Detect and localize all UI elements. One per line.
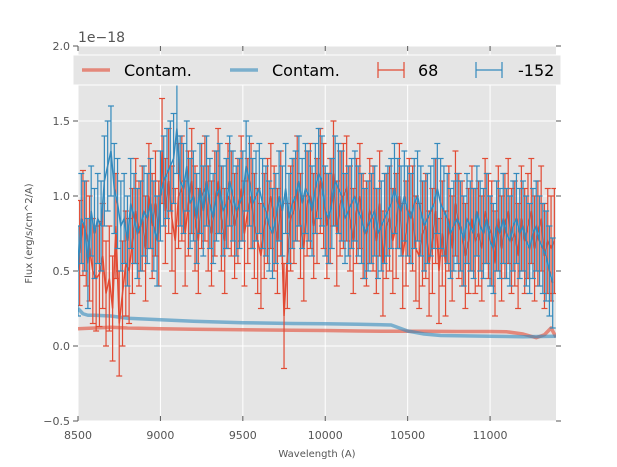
legend-label: Contam. bbox=[272, 61, 340, 80]
y-tick-label: −0.5 bbox=[43, 415, 70, 428]
legend-item: Contam. bbox=[82, 61, 192, 80]
x-axis-label: Wavelength (A) bbox=[278, 449, 355, 460]
y-tick-label: 2.0 bbox=[53, 40, 71, 53]
y-tick-label: 1.0 bbox=[53, 190, 71, 203]
legend-item: Contam. bbox=[230, 61, 340, 80]
legend: Contam. Contam. 68 -152 bbox=[72, 54, 562, 86]
legend-item: 68 bbox=[377, 61, 438, 80]
x-tick-label: 10500 bbox=[390, 429, 425, 442]
x-tick-label: 8500 bbox=[64, 429, 92, 442]
y-tick-label: 1.5 bbox=[53, 115, 71, 128]
x-tick-label: 9500 bbox=[229, 429, 257, 442]
marks bbox=[78, 82, 556, 377]
errorbar-series--152 bbox=[78, 82, 556, 329]
y-tick-label: 0.0 bbox=[53, 340, 71, 353]
legend-label: -152 bbox=[518, 61, 554, 80]
y-axis-label: Flux (erg/s/cm^2/A) bbox=[24, 183, 35, 283]
data-line bbox=[78, 150, 556, 324]
contam-line-1 bbox=[78, 307, 556, 339]
legend-item: -152 bbox=[475, 61, 554, 80]
y-tick-label: 0.5 bbox=[53, 265, 71, 278]
x-tick-label: 11000 bbox=[473, 429, 508, 442]
data-line bbox=[78, 128, 554, 284]
legend-label: Contam. bbox=[124, 61, 192, 80]
legend-label: 68 bbox=[418, 61, 438, 80]
y-offset-label: 1e−18 bbox=[78, 30, 125, 46]
x-tick-label: 9000 bbox=[146, 429, 174, 442]
x-tick-label: 10000 bbox=[308, 429, 343, 442]
axes: 8500 9000 9500 10000 10500 11000 −0.5 0.0 0.5 1.0… bbox=[43, 40, 561, 442]
